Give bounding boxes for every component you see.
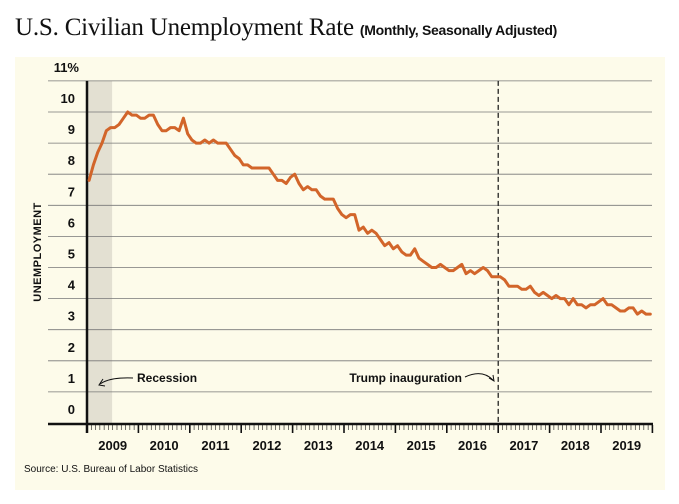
x-tick-label: 2010 bbox=[150, 438, 179, 453]
x-tick-label: 2014 bbox=[355, 438, 385, 453]
source-note: Source: U.S. Bureau of Labor Statistics bbox=[24, 464, 198, 475]
chart-subtitle: (Monthly, Seasonally Adjusted) bbox=[359, 22, 558, 38]
y-axis-label: UNEMPLOYMENT bbox=[32, 202, 44, 302]
x-tick-label: 2011 bbox=[201, 438, 229, 453]
x-tick-label: 2015 bbox=[407, 438, 436, 453]
x-tick-label: 2009 bbox=[98, 438, 127, 453]
x-tick-label: 2013 bbox=[304, 438, 333, 453]
y-tick-label: 3 bbox=[68, 309, 75, 324]
y-tick-label: 2 bbox=[68, 340, 75, 355]
y-tick-label: 8 bbox=[68, 153, 75, 168]
y-tick-label: 5 bbox=[68, 247, 75, 262]
y-tick-label: 1 bbox=[68, 371, 75, 386]
y-tick-label: 0 bbox=[68, 402, 75, 417]
chart-panel bbox=[15, 57, 665, 490]
y-tick-label: 7 bbox=[68, 184, 75, 199]
y-tick-label: 6 bbox=[68, 215, 75, 230]
title-text: U.S. Civilian Unemployment Rate bbox=[15, 14, 354, 41]
arrowhead-icon bbox=[98, 378, 106, 387]
x-tick-label: 2017 bbox=[509, 438, 538, 453]
arrowhead-icon bbox=[488, 374, 495, 382]
y-tick-label: 10 bbox=[61, 91, 75, 106]
recession-arrow-icon bbox=[99, 377, 134, 385]
x-tick-label: 2018 bbox=[561, 438, 590, 453]
inauguration-arrow-icon bbox=[464, 373, 494, 381]
x-tick-label: 2019 bbox=[612, 438, 641, 453]
unemployment-series-line bbox=[87, 110, 652, 316]
x-tick-label: 2016 bbox=[458, 438, 487, 453]
y-tick-label: 9 bbox=[68, 122, 75, 137]
x-tick-label: 2012 bbox=[252, 438, 281, 453]
recession-shade bbox=[87, 80, 113, 424]
y-tick-label: 4 bbox=[68, 278, 76, 293]
recession-label: Recession bbox=[137, 371, 197, 385]
y-tick-label: 11% bbox=[54, 60, 80, 75]
inauguration-label: Trump inauguration bbox=[349, 371, 462, 385]
chart-title: U.S. Civilian Unemployment Rate (Monthly,… bbox=[15, 14, 557, 42]
